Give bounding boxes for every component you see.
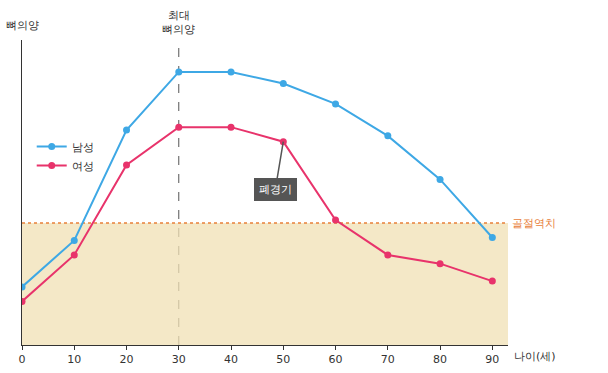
svg-text:60: 60	[329, 353, 343, 366]
svg-text:나이(세): 나이(세)	[514, 350, 556, 363]
svg-text:70: 70	[381, 353, 395, 366]
svg-text:뼈의양: 뼈의양	[6, 19, 39, 32]
svg-text:최대뼈의양: 최대뼈의양	[162, 9, 195, 36]
svg-text:50: 50	[276, 353, 290, 366]
svg-text:폐경기: 폐경기	[259, 183, 292, 196]
svg-text:80: 80	[433, 353, 447, 366]
svg-text:90: 90	[485, 353, 499, 366]
svg-text:10: 10	[67, 353, 81, 366]
svg-text:30: 30	[172, 353, 186, 366]
svg-text:20: 20	[120, 353, 134, 366]
svg-text:골절역치: 골절역치	[512, 217, 556, 230]
svg-text:남성: 남성	[72, 141, 94, 154]
svg-text:여성: 여성	[72, 160, 94, 173]
svg-text:0: 0	[19, 353, 26, 366]
svg-text:40: 40	[224, 353, 238, 366]
